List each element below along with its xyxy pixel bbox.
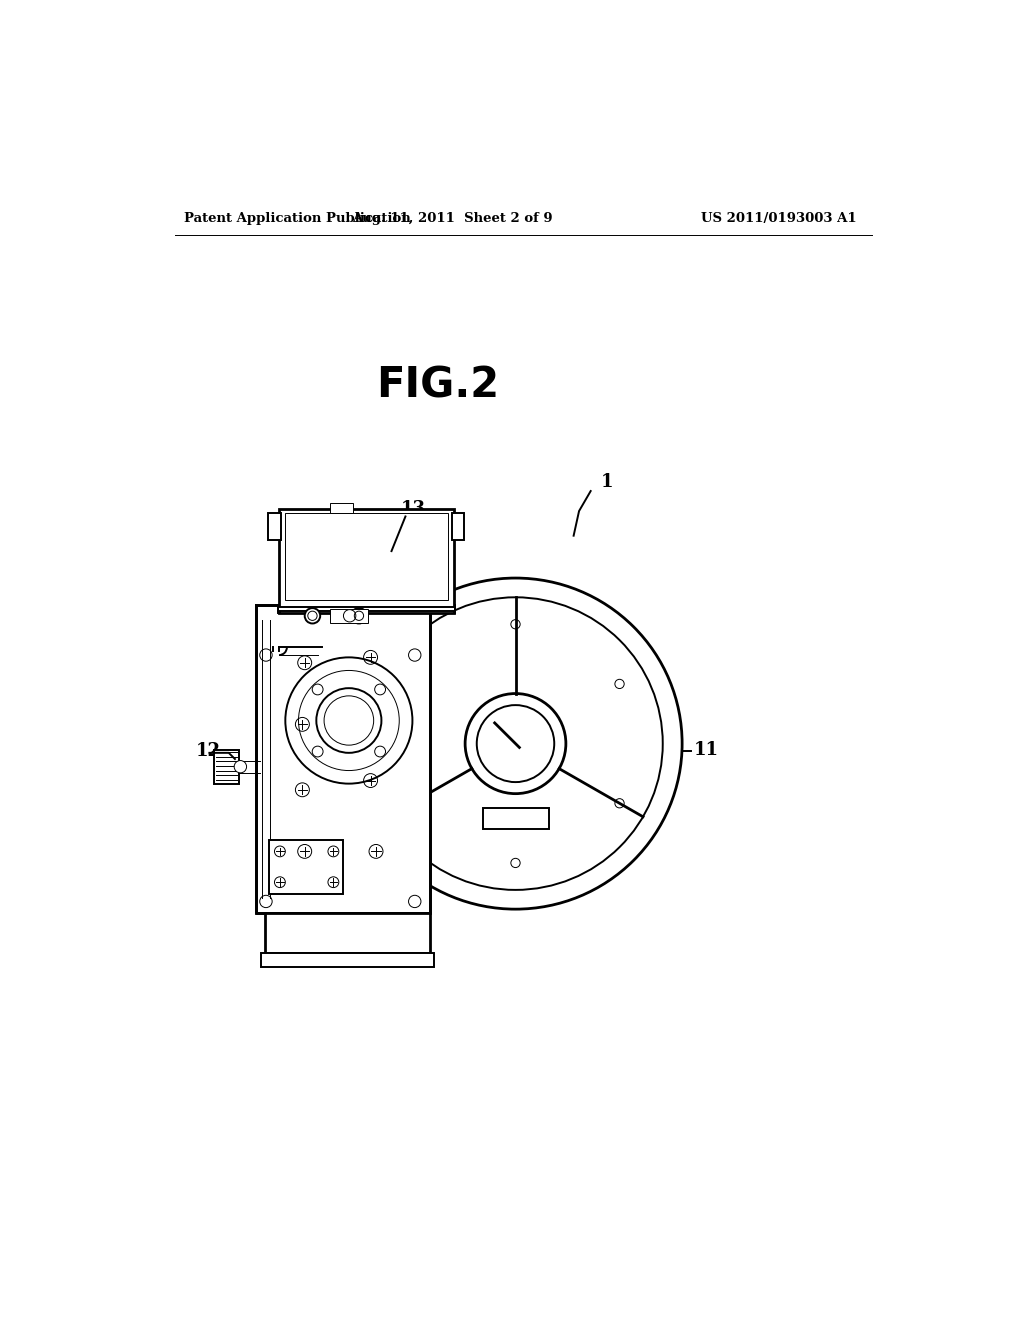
Text: Patent Application Publication: Patent Application Publication bbox=[183, 213, 411, 224]
Bar bbox=[483, 808, 549, 829]
Bar bbox=[280, 508, 454, 612]
Circle shape bbox=[234, 760, 247, 774]
Bar bbox=[269, 840, 343, 894]
Text: 13: 13 bbox=[400, 500, 426, 517]
Text: FIG.2: FIG.2 bbox=[377, 364, 500, 407]
Text: 11: 11 bbox=[693, 741, 719, 759]
Text: 12: 12 bbox=[197, 742, 221, 760]
Circle shape bbox=[351, 609, 367, 623]
Circle shape bbox=[305, 609, 321, 623]
Bar bbox=[278, 607, 455, 611]
Bar bbox=[268, 512, 281, 540]
Bar bbox=[285, 513, 449, 601]
Bar bbox=[330, 609, 369, 623]
Bar bbox=[214, 750, 239, 784]
Bar bbox=[256, 605, 430, 913]
Bar bbox=[330, 503, 352, 513]
Bar bbox=[261, 953, 434, 966]
Bar bbox=[265, 913, 430, 953]
Text: US 2011/0193003 A1: US 2011/0193003 A1 bbox=[701, 213, 857, 224]
Circle shape bbox=[343, 610, 356, 622]
Bar bbox=[452, 512, 464, 540]
Circle shape bbox=[286, 657, 413, 784]
Text: Aug. 11, 2011  Sheet 2 of 9: Aug. 11, 2011 Sheet 2 of 9 bbox=[351, 213, 552, 224]
Text: 1: 1 bbox=[601, 473, 613, 491]
